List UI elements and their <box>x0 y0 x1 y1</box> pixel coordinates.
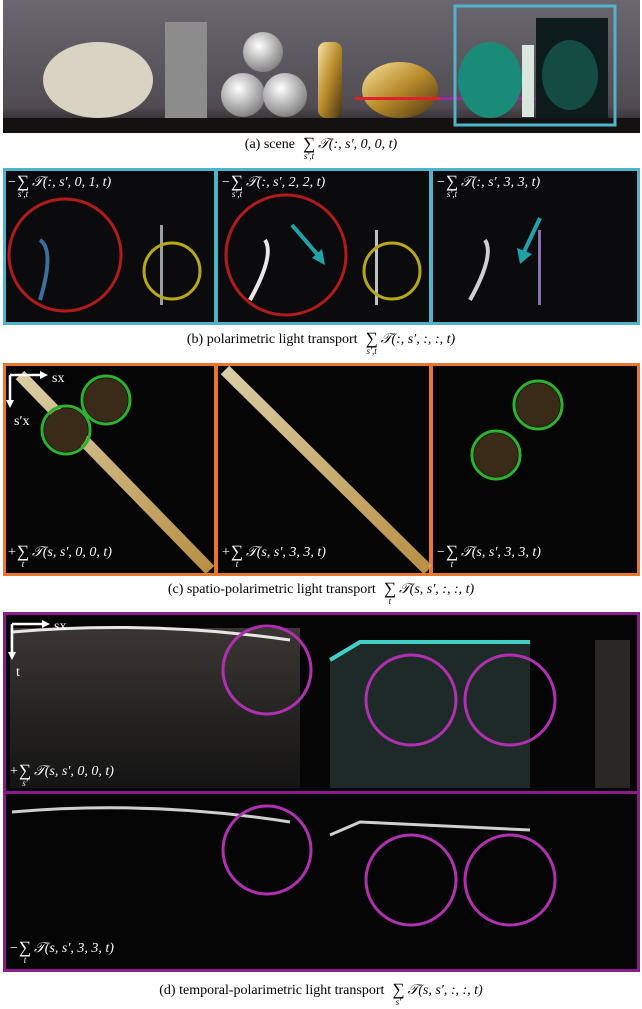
formula-body: 𝒯(:, s′, :, :, t) <box>381 332 456 347</box>
caption-label: (d) temporal-polarimetric light transpor… <box>159 983 384 998</box>
caption-label: (a) scene <box>245 137 295 152</box>
panel-d <box>3 612 640 972</box>
formula-body: 𝒯(s, s′, :, :, t) <box>407 983 483 998</box>
signal <box>160 225 163 305</box>
texture <box>595 640 630 788</box>
block <box>165 22 207 118</box>
glow <box>516 383 560 427</box>
formula-body: 𝒯(s, s′, :, :, t) <box>399 582 475 597</box>
sum-subscript: s′,t <box>232 189 243 199</box>
sum-subscript: s′,t <box>304 151 315 161</box>
glow <box>474 433 518 477</box>
caption-label: (b) polarimetric light transport <box>187 332 358 347</box>
bunny <box>362 62 438 118</box>
formula-body: 𝒯(s, s′, 3, 3, t) <box>246 545 326 560</box>
formula-body: 𝒯(s, s′, 0, 0, t) <box>32 545 112 560</box>
sign: − <box>10 941 18 956</box>
axis-label: sx <box>54 619 66 634</box>
formula: (a) scene∑s′,t𝒯(:, s′, 0, 0, t) <box>245 134 398 161</box>
axis-label: t <box>16 665 20 680</box>
formula-body: 𝒯(:, s′, 2, 2, t) <box>246 175 325 190</box>
sign: + <box>222 545 230 560</box>
sign: − <box>222 175 230 190</box>
scene-image <box>3 0 640 133</box>
axis-label: s′x <box>14 414 30 429</box>
sign: + <box>8 545 16 560</box>
sum-subscript: s′,t <box>367 346 378 356</box>
cow-reflection <box>542 40 598 110</box>
sum-subscript: s′,t <box>447 189 458 199</box>
caption-label: (c) spatio-polarimetric light transport <box>168 582 376 597</box>
formula-body: 𝒯(s, s′, 3, 3, t) <box>34 941 114 956</box>
sign: − <box>8 175 16 190</box>
formula-body: 𝒯(s, s′, 3, 3, t) <box>461 545 541 560</box>
formula-body: 𝒯(s, s′, 0, 0, t) <box>34 764 114 779</box>
sign: + <box>10 764 18 779</box>
formula-body: 𝒯(:, s′, 0, 1, t) <box>32 175 111 190</box>
axis-label: sx <box>52 371 64 386</box>
signal <box>538 230 541 305</box>
sphere <box>263 73 307 117</box>
sign: − <box>437 545 445 560</box>
formula: (b) polarimetric light transport∑s′,t𝒯(:… <box>187 329 456 356</box>
sum-subscript: s′,t <box>18 189 29 199</box>
statue <box>318 42 342 118</box>
panel-b <box>3 168 640 325</box>
sphere <box>243 32 283 72</box>
glow <box>84 378 128 422</box>
formula: (c) spatio-polarimetric light transport∑… <box>168 579 475 606</box>
formula-body: 𝒯(:, s′, 3, 3, t) <box>461 175 540 190</box>
image-tile <box>433 171 637 322</box>
formula: (d) temporal-polarimetric light transpor… <box>159 980 483 1007</box>
glow <box>44 408 88 452</box>
sign: − <box>437 175 445 190</box>
formula-body: 𝒯(:, s′, 0, 0, t) <box>318 137 397 152</box>
texture <box>330 640 530 788</box>
figure: sx s′x sx t (a) scene∑s′,t𝒯(:, s′, 0, 0,… <box>0 0 642 1009</box>
cow <box>458 42 522 118</box>
cactus <box>522 45 534 117</box>
sphere <box>221 73 265 117</box>
dragon <box>43 42 153 118</box>
